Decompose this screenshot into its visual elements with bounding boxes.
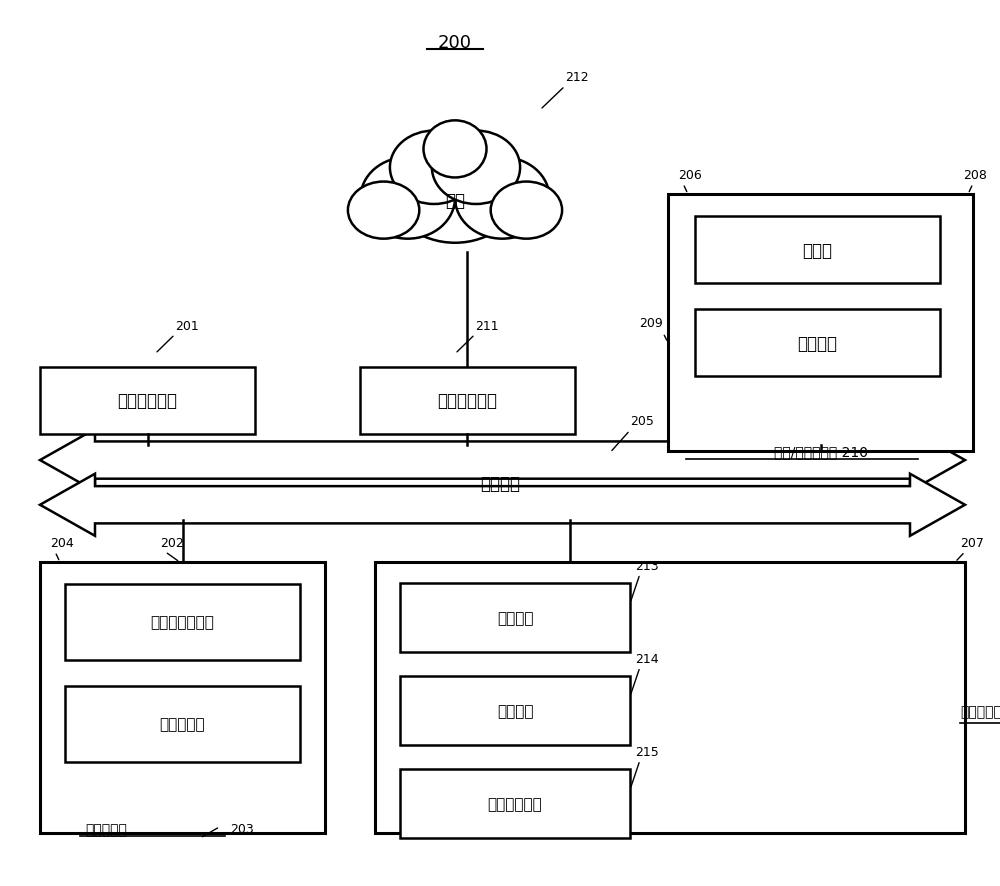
Text: 系统存储器: 系统存储器 — [85, 822, 127, 836]
Ellipse shape — [348, 183, 419, 239]
Text: 214: 214 — [635, 652, 659, 665]
Text: 输入设备: 输入设备 — [797, 334, 837, 353]
Polygon shape — [40, 430, 965, 492]
Text: 202: 202 — [160, 536, 184, 549]
Text: 207: 207 — [960, 536, 984, 549]
Text: 系统总线: 系统总线 — [480, 475, 520, 493]
Text: 网络接口单元: 网络接口单元 — [437, 392, 497, 410]
Bar — [400, 769, 630, 838]
Polygon shape — [40, 474, 965, 536]
Text: 208: 208 — [963, 168, 987, 182]
Text: 只读存储器: 只读存储器 — [160, 717, 205, 732]
Bar — [40, 368, 255, 434]
Text: 204: 204 — [50, 536, 74, 549]
Ellipse shape — [360, 158, 455, 239]
Bar — [65, 687, 300, 762]
Text: 205: 205 — [630, 414, 654, 427]
Bar — [695, 310, 940, 377]
Text: 206: 206 — [678, 168, 702, 182]
Ellipse shape — [491, 183, 562, 239]
Text: 209: 209 — [639, 317, 663, 330]
Ellipse shape — [390, 137, 520, 244]
Text: 211: 211 — [475, 319, 499, 332]
Text: 其他程序模块: 其他程序模块 — [488, 797, 542, 811]
Text: 213: 213 — [635, 559, 659, 572]
Text: 输入/输出控制器 210: 输入/输出控制器 210 — [774, 445, 868, 459]
Text: 应用程序: 应用程序 — [497, 703, 533, 718]
Text: 215: 215 — [635, 745, 659, 758]
Text: 203: 203 — [230, 822, 254, 835]
Bar — [360, 368, 575, 434]
Text: 随机存取存储器: 随机存取存储器 — [151, 615, 214, 630]
Text: 操作系统: 操作系统 — [497, 610, 533, 625]
Ellipse shape — [424, 121, 486, 178]
Text: 中央处理单元: 中央处理单元 — [118, 392, 178, 410]
Bar — [65, 585, 300, 660]
Ellipse shape — [455, 158, 550, 239]
Text: 大容量存储设备: 大容量存储设备 — [960, 704, 1000, 719]
Bar — [375, 563, 965, 833]
Ellipse shape — [390, 131, 478, 205]
Bar — [400, 676, 630, 745]
Text: 显示器: 显示器 — [802, 241, 832, 260]
Text: 212: 212 — [565, 71, 589, 84]
Bar — [695, 217, 940, 284]
Bar — [40, 563, 325, 833]
Ellipse shape — [432, 131, 520, 205]
Text: 200: 200 — [438, 34, 472, 51]
Text: 网络: 网络 — [445, 191, 465, 210]
Text: 201: 201 — [175, 319, 199, 332]
Bar — [400, 583, 630, 652]
Bar — [668, 195, 973, 452]
